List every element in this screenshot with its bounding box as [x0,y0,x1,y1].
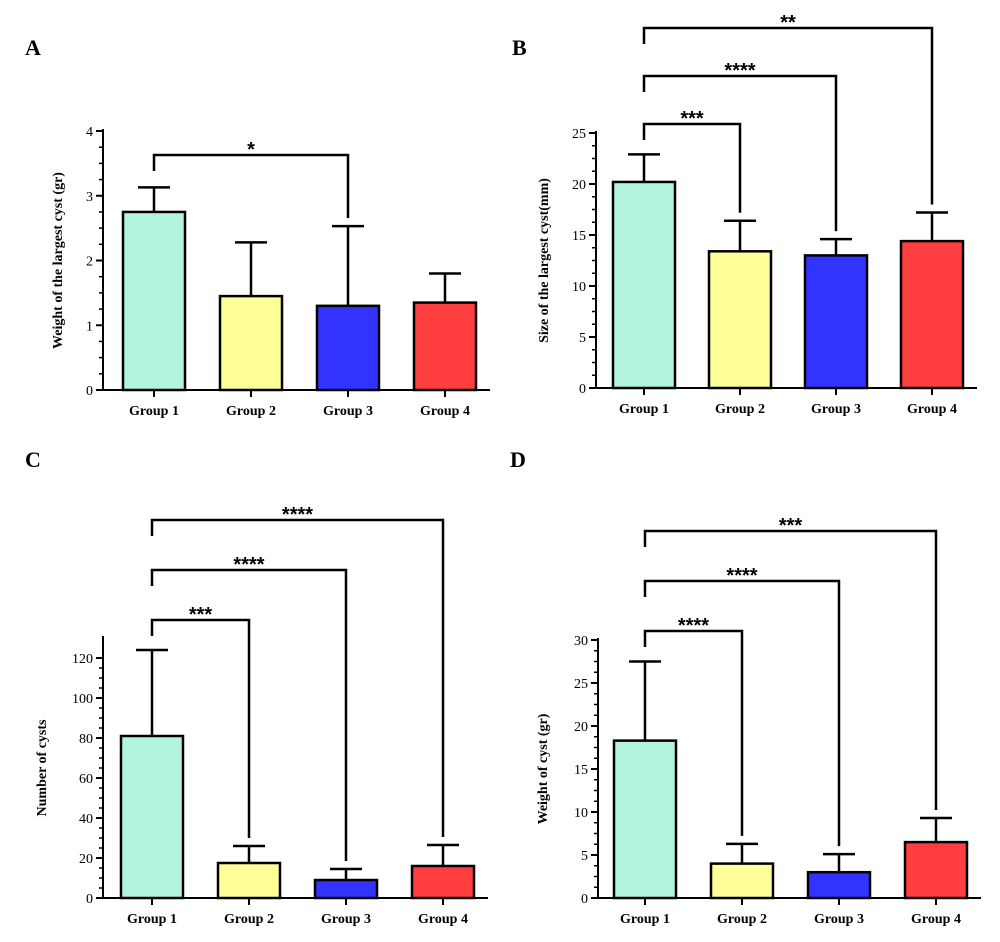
x-tick-label: Group 3 [321,912,371,927]
y-tick-label: 10 [574,806,588,821]
x-tick-label: Group 4 [907,402,957,417]
y-tick-label: 60 [79,772,93,787]
significance-label: **** [726,565,757,587]
x-tick-label: Group 3 [814,912,864,927]
y-tick-label: 40 [79,812,93,827]
bar [410,864,476,900]
y-axis-title: Weight of the largest cyst (gr) [51,172,66,349]
y-tick-label: 2 [86,255,93,270]
significance-bracket [643,579,841,847]
significance-bracket [643,629,744,836]
significance-label: **** [233,554,264,576]
y-tick-label: 25 [572,127,586,142]
bar [709,862,775,900]
significance-label: *** [189,604,213,626]
significance-bracket [643,529,938,811]
y-tick-label: 10 [572,280,586,295]
y-tick-label: 80 [79,732,93,747]
x-tick-label: Group 1 [129,404,179,419]
bar [903,840,969,900]
y-axis-title: Weight of cyst (gr) [536,713,551,824]
panel-letter: A [25,35,41,60]
significance-bracket [642,122,742,213]
significance-label: *** [779,515,803,537]
x-tick-label: Group 2 [717,912,767,927]
y-tick-label: 0 [581,892,588,907]
y-tick-label: 0 [86,384,93,399]
y-tick-label: 1 [86,319,93,334]
significance-bracket [150,568,348,861]
x-tick-label: Group 1 [620,912,670,927]
significance-bracket [152,153,350,219]
chart-panel-c: C Number of cysts 0 20 40 60 80 100 120 Group 1 Gr… [25,447,488,927]
x-tick-label: Group 3 [811,402,861,417]
significance-label: *** [680,108,704,130]
bar [611,180,677,390]
y-tick-label: 4 [86,125,93,140]
bar [313,878,379,900]
bar [315,304,381,392]
significance-bracket [642,74,838,232]
y-tick-label: 5 [581,849,588,864]
y-tick-label: 20 [572,178,586,193]
bar [121,210,187,392]
panel-letter: D [510,447,526,472]
y-tick-label: 20 [79,852,93,867]
x-tick-label: Group 3 [323,404,373,419]
y-tick-label: 5 [579,331,586,346]
bar [707,250,773,390]
bar [803,254,869,390]
bar [218,294,284,392]
bar [412,301,478,392]
bar [119,734,185,900]
x-tick-label: Group 4 [420,404,470,419]
y-tick-label: 0 [86,892,93,907]
significance-bracket [150,618,251,838]
y-axis-title: Size of the largest cyst(mm) [537,178,552,343]
y-tick-label: 20 [574,720,588,735]
panel-letter: B [512,35,527,60]
chart-panel-d: D Weight of cyst (gr) 0 5 10 15 20 25 30 Group 1 G… [510,447,981,927]
significance-label: **** [678,615,709,637]
bar [806,870,872,900]
y-tick-label: 120 [72,652,93,667]
y-tick-label: 15 [572,229,586,244]
x-tick-label: Group 1 [127,912,177,927]
y-tick-label: 15 [574,763,588,778]
y-tick-label: 25 [574,677,588,692]
x-tick-label: Group 4 [418,912,468,927]
significance-label: * [247,139,255,161]
significance-bracket [150,518,445,837]
bar [216,861,282,900]
x-tick-label: Group 2 [224,912,274,927]
panel-letter: C [25,447,41,472]
y-tick-label: 30 [574,634,588,649]
chart-panel-a: A Weight of the largest cyst (gr) 0 1 2 3 4 Gro… [25,35,490,419]
y-tick-label: 100 [72,692,93,707]
bar [899,239,965,390]
significance-bracket [642,26,934,205]
x-tick-label: Group 1 [619,402,669,417]
significance-label: **** [282,504,313,526]
x-tick-label: Group 2 [715,402,765,417]
chart-panel-b: B Size of the largest cyst(mm) 0 5 10 15 20 25 G… [512,12,977,417]
x-tick-label: Group 2 [226,404,276,419]
significance-label: ** [780,12,796,34]
significance-label: **** [724,60,755,82]
x-tick-label: Group 4 [911,912,961,927]
y-tick-label: 0 [579,382,586,397]
bar [612,739,678,900]
y-tick-label: 3 [86,190,93,205]
y-axis-title: Number of cysts [35,719,50,817]
